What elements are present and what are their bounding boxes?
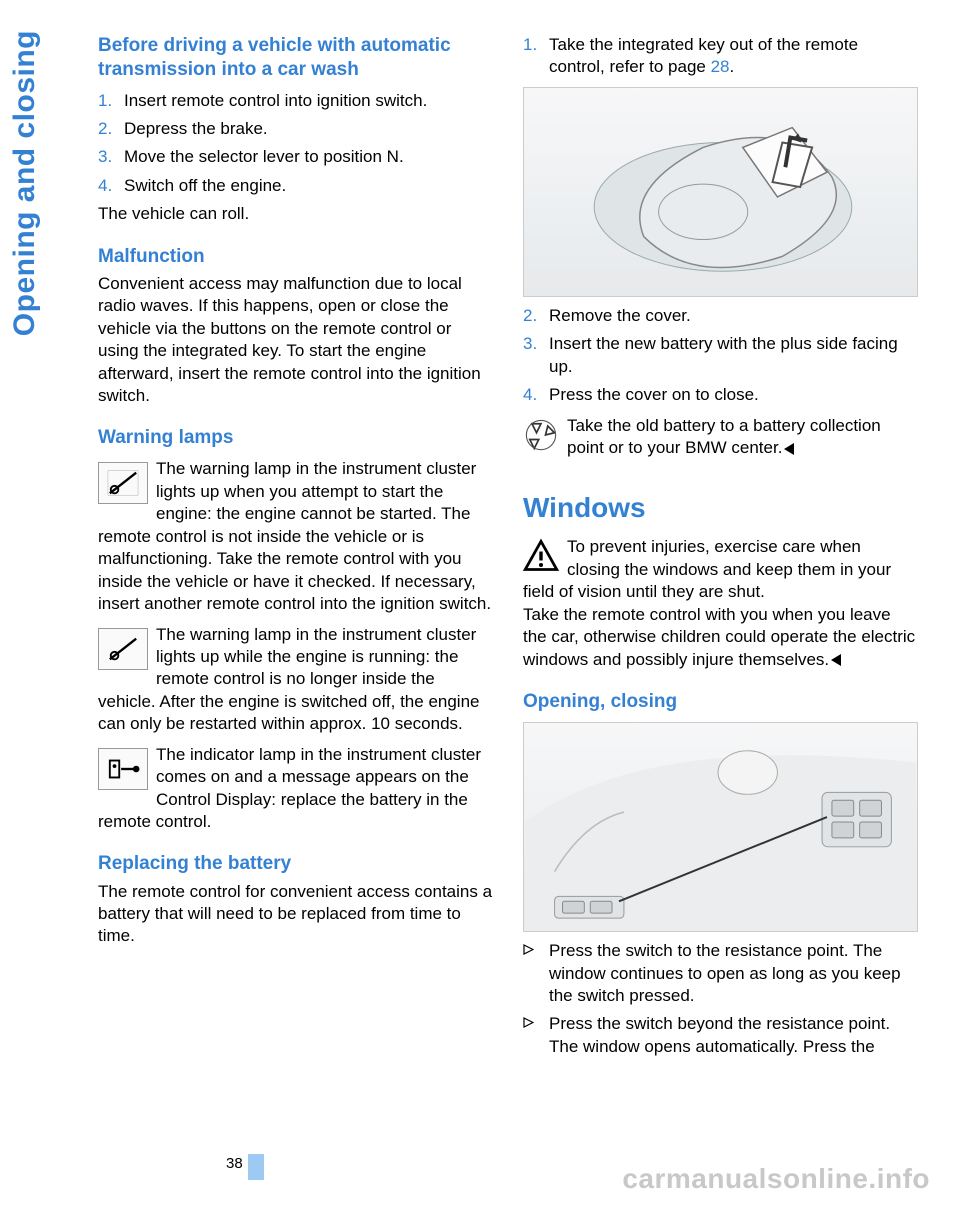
list-item: 1. Take the integrated key out of the re… — [523, 34, 918, 79]
figure-window-switches — [523, 722, 918, 932]
recycle-note: Take the old battery to a battery collec… — [523, 415, 918, 460]
warning-text: The warning lamp in the instrument clust… — [98, 625, 480, 734]
list-number: 2. — [523, 305, 549, 327]
list-number: 3. — [523, 333, 549, 378]
triangle-bullet-icon — [523, 1013, 549, 1058]
heading-opening-closing: Opening, closing — [523, 689, 918, 714]
page-reference: 28 — [711, 57, 730, 76]
warning-block: The warning lamp in the instrument clust… — [98, 458, 493, 615]
list-number: 4. — [523, 384, 549, 406]
caution-block: To prevent injuries, exercise care when … — [523, 536, 918, 603]
paragraph: The remote control for convenient access… — [98, 881, 493, 948]
list-text: Insert remote control into ignition swit… — [124, 90, 493, 112]
end-mark-icon — [831, 654, 841, 666]
warning-text: The indicator lamp in the instrument clu… — [98, 745, 481, 831]
list-number: 3. — [98, 146, 124, 168]
list-number: 1. — [523, 34, 549, 79]
key-warning-icon — [98, 462, 148, 504]
paragraph: Convenient access may malfunction due to… — [98, 273, 493, 408]
list-text: Remove the cover. — [549, 305, 918, 327]
bullet-item: Press the switch to the resistance point… — [523, 940, 918, 1007]
page-content: Before driving a vehicle with automatic … — [98, 34, 918, 1064]
list-item: 2. Remove the cover. — [523, 305, 918, 327]
list-text: Move the selector lever to position N. — [124, 146, 493, 168]
paragraph: Take the remote control with you when yo… — [523, 604, 918, 671]
caution-text: To prevent injuries, exercise care when … — [523, 537, 891, 601]
right-column: 1. Take the integrated key out of the re… — [523, 34, 918, 1064]
list-text: Take the integrated key out of the remot… — [549, 34, 918, 79]
list-item: 4. Press the cover on to close. — [523, 384, 918, 406]
bullet-text: Press the switch to the resistance point… — [549, 940, 918, 1007]
heading-malfunction: Malfunction — [98, 244, 493, 269]
heading-carwash: Before driving a vehicle with automatic … — [98, 34, 493, 82]
paragraph: The vehicle can roll. — [98, 203, 493, 225]
key-warning-icon — [98, 628, 148, 670]
recycle-icon — [523, 419, 559, 451]
list-text: Insert the new battery with the plus sid… — [549, 333, 918, 378]
watermark: carmanualsonline.info — [622, 1163, 930, 1195]
list-text: Switch off the engine. — [124, 175, 493, 197]
warning-block: The indicator lamp in the instrument clu… — [98, 744, 493, 834]
list-item: 3. Insert the new battery with the plus … — [523, 333, 918, 378]
key-battery-icon — [98, 748, 148, 790]
heading-warning-lamps: Warning lamps — [98, 425, 493, 450]
list-text: Depress the brake. — [124, 118, 493, 140]
heading-windows: Windows — [523, 490, 918, 527]
end-mark-icon — [784, 443, 794, 455]
list-item: 4. Switch off the engine. — [98, 175, 493, 197]
list-number: 2. — [98, 118, 124, 140]
warning-text: The warning lamp in the instrument clust… — [98, 459, 491, 613]
list-number: 1. — [98, 90, 124, 112]
list-number: 4. — [98, 175, 124, 197]
list-item: 3. Move the selector lever to position N… — [98, 146, 493, 168]
list-item: 1. Insert remote control into ignition s… — [98, 90, 493, 112]
heading-replacing-battery: Replacing the battery — [98, 851, 493, 876]
recycle-text: Take the old battery to a battery collec… — [567, 416, 881, 457]
page-number-bar — [248, 1154, 264, 1180]
list-text: Press the cover on to close. — [549, 384, 918, 406]
bullet-item: Press the switch beyond the resistance p… — [523, 1013, 918, 1058]
warning-block: The warning lamp in the instrument clust… — [98, 624, 493, 736]
caution-icon — [523, 540, 559, 572]
page-number: 38 — [226, 1155, 243, 1172]
figure-remote-key — [523, 87, 918, 297]
left-column: Before driving a vehicle with automatic … — [98, 34, 493, 1064]
side-tab: Opening and closing — [8, 30, 42, 336]
list-item: 2. Depress the brake. — [98, 118, 493, 140]
triangle-bullet-icon — [523, 940, 549, 1007]
bullet-text: Press the switch beyond the resistance p… — [549, 1013, 918, 1058]
